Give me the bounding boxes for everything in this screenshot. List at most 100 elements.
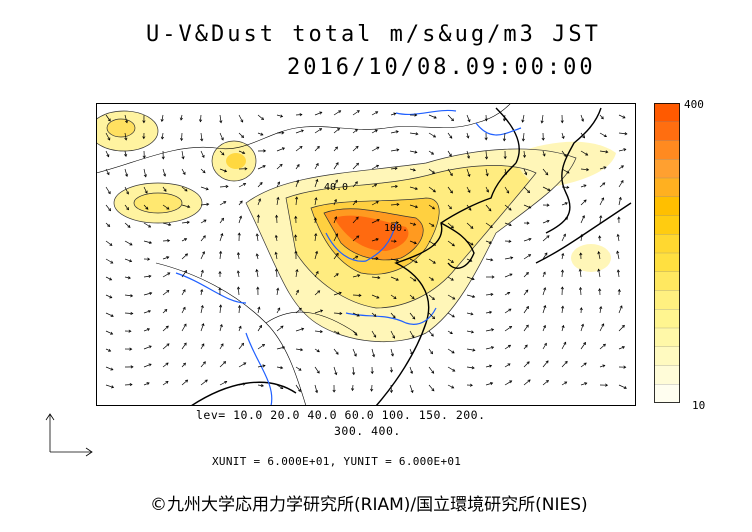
wind-vector-head	[299, 113, 303, 117]
wind-vector	[143, 186, 148, 194]
wind-vector-head	[332, 389, 336, 393]
wind-vector	[428, 366, 434, 374]
wind-vector	[333, 348, 339, 355]
wind-vector-head	[130, 294, 134, 298]
wind-vector-head	[126, 191, 129, 195]
wind-vector-head	[389, 369, 394, 373]
wind-vector-head	[107, 191, 111, 195]
wind-vector	[295, 129, 304, 134]
wind-vector-head	[414, 187, 418, 191]
wind-vector	[561, 233, 566, 242]
wind-vector	[257, 114, 264, 120]
wind-vector	[523, 254, 531, 260]
wind-vector-head	[599, 215, 603, 219]
wind-vector-head	[165, 362, 169, 366]
wind-vector	[124, 312, 133, 314]
wind-vector	[561, 270, 563, 278]
wind-vector-head	[124, 153, 128, 157]
chart-title: U-V&Dust total m/s&ug/m3 JST	[146, 22, 601, 47]
wind-vector	[371, 146, 380, 152]
wind-vector	[409, 168, 416, 171]
wind-vector-head	[263, 149, 267, 153]
wind-vector-head	[410, 370, 414, 375]
wind-vector-head	[561, 305, 565, 309]
wind-vector	[390, 113, 396, 116]
wind-vector-head	[585, 152, 589, 156]
wind-vector-head	[375, 111, 379, 115]
wind-vector-head	[579, 252, 583, 256]
wind-vector	[485, 222, 493, 228]
colorbar-cell	[654, 346, 680, 367]
wind-vector-head	[432, 242, 437, 246]
wind-vector-head	[319, 128, 323, 131]
wind-vector	[523, 204, 531, 209]
colorbar-cell	[654, 159, 680, 179]
wind-vector	[124, 132, 127, 141]
wind-vector	[523, 324, 529, 332]
wind-vector	[466, 258, 472, 262]
wind-vector	[390, 384, 392, 393]
colorbar-cell	[654, 103, 680, 123]
wind-vector-head	[315, 270, 319, 275]
wind-vector	[181, 238, 187, 242]
wind-vector-head	[258, 198, 262, 202]
wind-vector	[561, 306, 564, 314]
wind-vector-head	[111, 385, 115, 389]
wind-vector-head	[274, 268, 279, 272]
wind-vector-head	[202, 361, 206, 365]
wind-vector-head	[410, 390, 414, 394]
wind-vector	[542, 287, 546, 296]
wind-vector-head	[597, 268, 601, 272]
wind-vector	[143, 363, 152, 368]
wind-vector-head	[392, 335, 396, 339]
wind-vector-head	[109, 295, 113, 299]
wind-vector	[428, 114, 437, 119]
wind-vector-head	[506, 190, 510, 194]
wind-vector	[428, 132, 436, 138]
wind-vector	[447, 186, 453, 194]
wind-vector-head	[277, 307, 281, 311]
wind-vector	[447, 222, 454, 229]
wind-vector-head	[223, 361, 227, 365]
wind-vector-head	[430, 333, 434, 337]
wind-vector	[352, 162, 359, 170]
wind-vector	[523, 361, 530, 368]
wind-vector	[428, 240, 436, 246]
wind-vector	[162, 256, 169, 260]
wind-vector-head	[466, 155, 471, 159]
wind-vector	[485, 346, 494, 350]
wind-vector-head	[127, 276, 131, 280]
wind-vector	[219, 343, 224, 350]
wind-vector-head	[319, 111, 323, 115]
wind-vector-head	[413, 278, 417, 282]
wind-vector	[561, 342, 567, 350]
rivers	[175, 109, 522, 406]
wind-vector-head	[148, 345, 152, 349]
wind-vector	[428, 168, 435, 174]
wind-vector-head	[184, 253, 189, 257]
wind-vector	[275, 235, 278, 242]
wind-vector-head	[578, 286, 583, 290]
wind-vector-head	[356, 110, 360, 113]
wind-vector-head	[236, 270, 240, 274]
contour-label-100: 100.	[384, 223, 408, 234]
wind-vector-head	[623, 148, 627, 152]
wind-vector	[314, 197, 317, 206]
wind-vector-head	[509, 380, 513, 384]
wind-vector-head	[432, 134, 437, 138]
wind-vector-head	[544, 252, 548, 256]
wind-vector	[409, 348, 413, 355]
wind-vector-head	[142, 120, 146, 124]
wind-vector-head	[432, 170, 436, 174]
wind-vector-head	[507, 291, 511, 295]
reference-vector-icon	[45, 413, 93, 457]
wind-vector-head	[202, 235, 206, 239]
wind-vector	[276, 197, 279, 206]
wind-vector-head	[508, 239, 512, 243]
wind-vector	[542, 305, 546, 314]
wind-vector-head	[375, 256, 379, 261]
wind-vector	[504, 291, 510, 296]
wind-vector	[542, 186, 551, 191]
wind-vector	[237, 252, 240, 260]
wind-vector	[466, 240, 474, 246]
